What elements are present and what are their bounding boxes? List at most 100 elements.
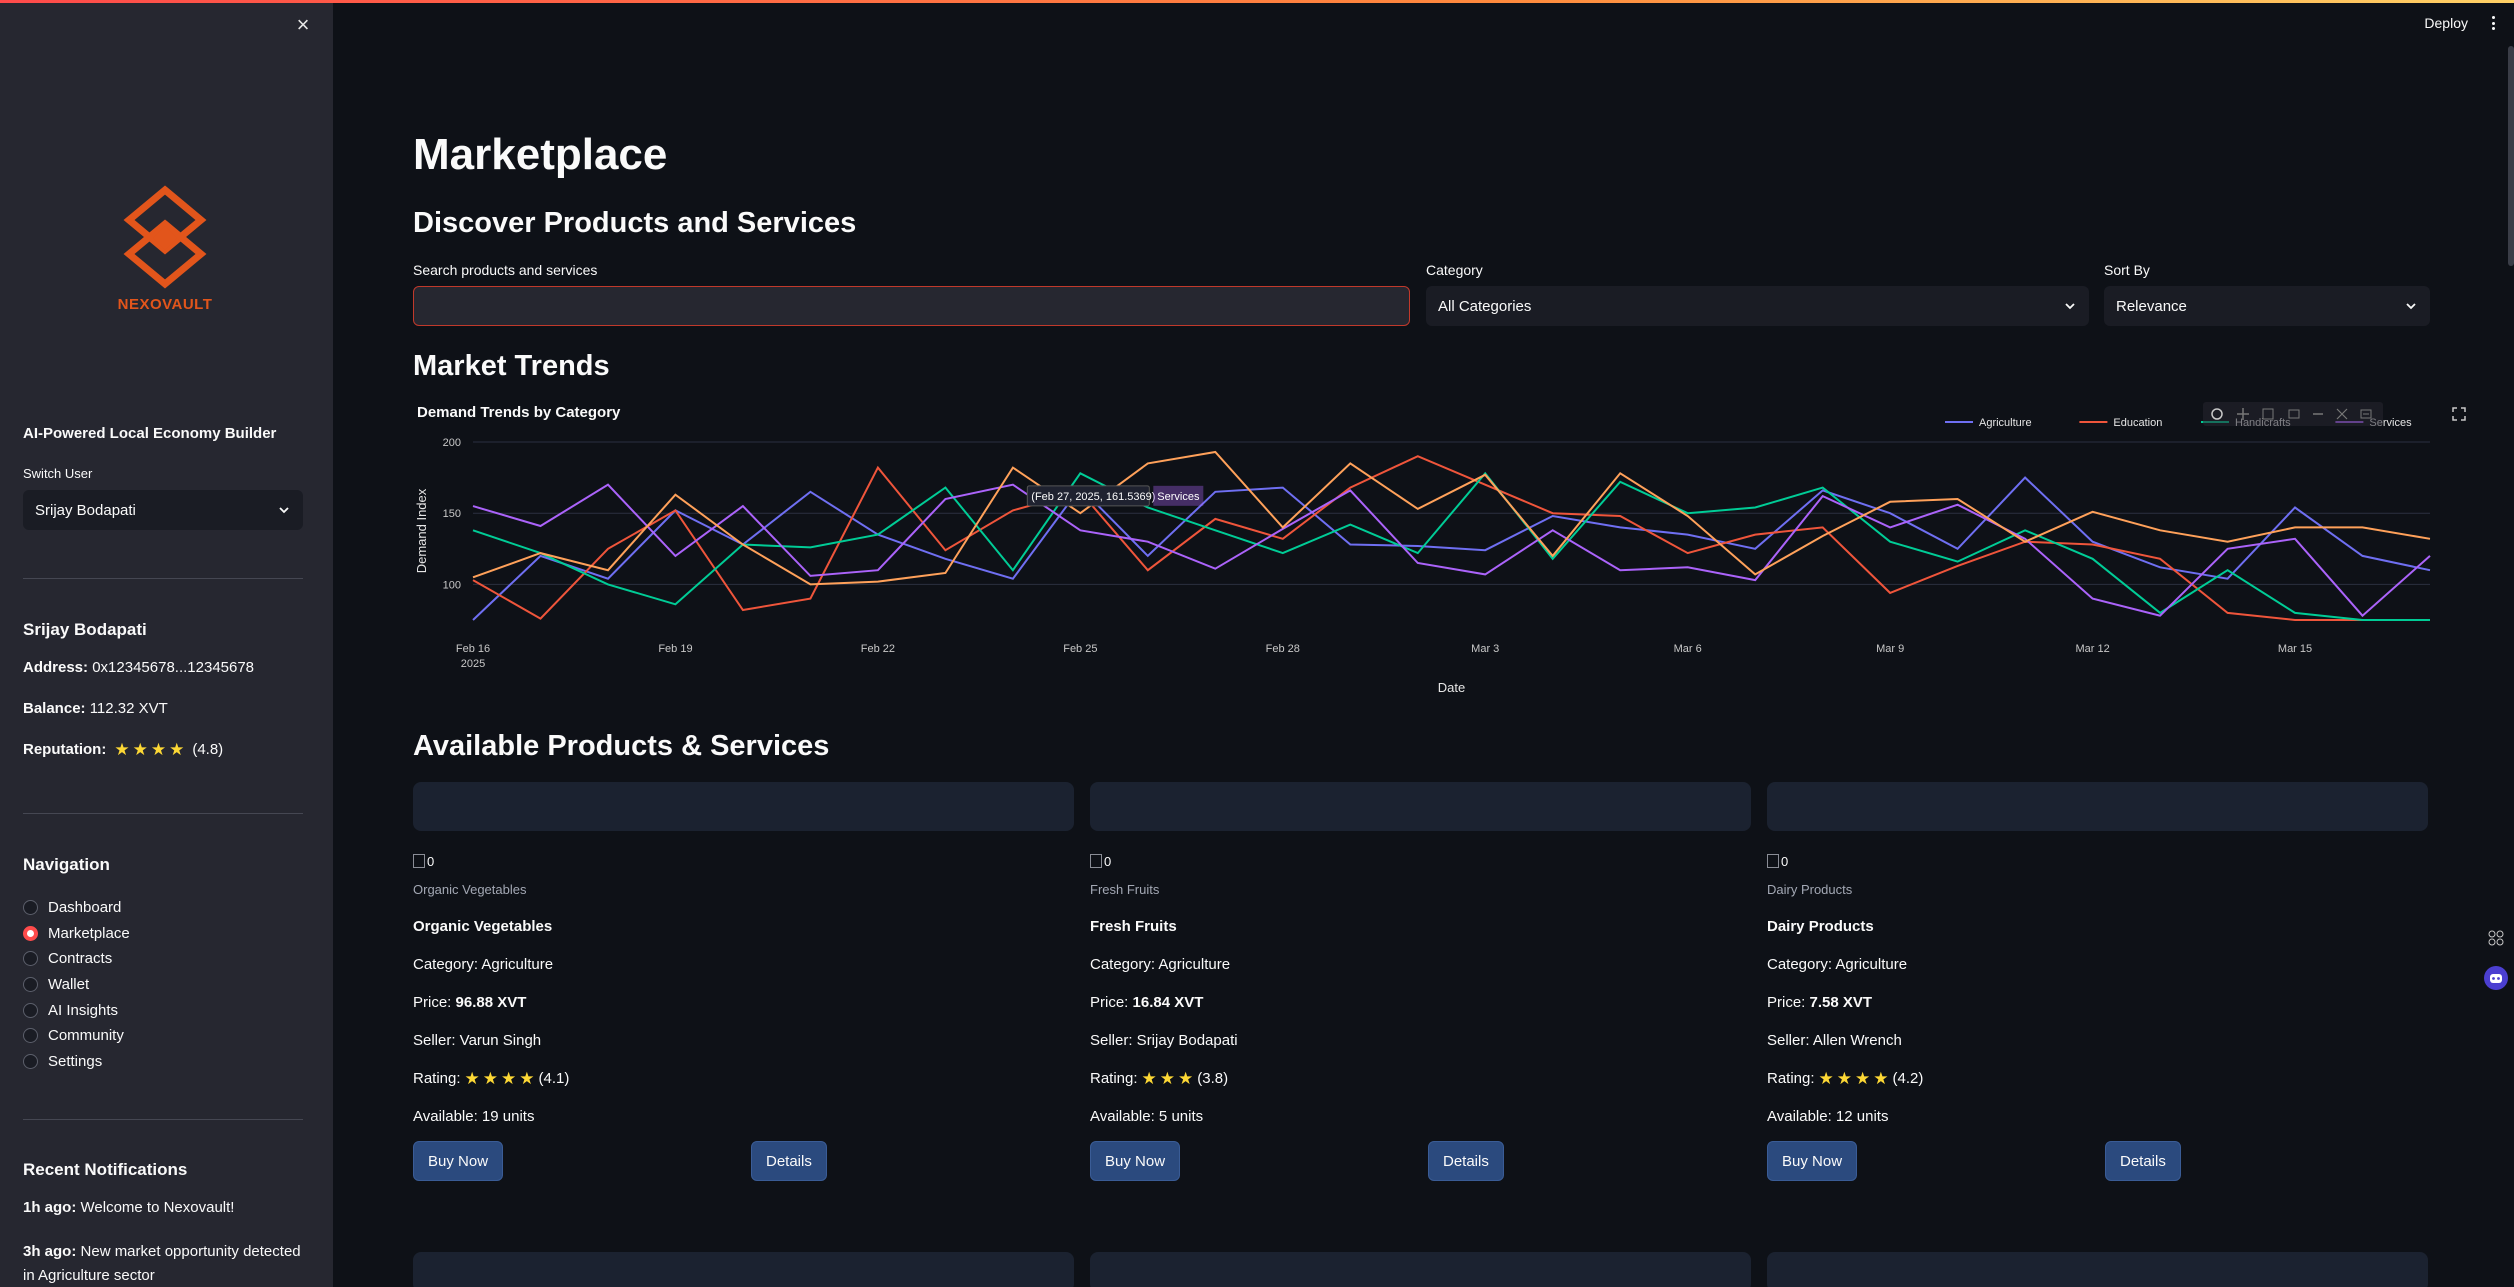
product-card: 0 Fresh Fruits Fresh Fruits Category: Agric…: [1090, 852, 1751, 1181]
profile-reputation: Reputation: ★ ★ ★ ★ (4.8): [23, 740, 224, 759]
nav-item-community[interactable]: Community: [23, 1023, 303, 1049]
notification-item: 1h ago: Welcome to Nexovault!: [23, 1199, 235, 1216]
buy-now-button[interactable]: Buy Now: [1090, 1141, 1181, 1181]
nav-item-wallet[interactable]: Wallet: [23, 972, 303, 998]
zoom-in-icon[interactable]: [2288, 409, 2300, 419]
nav-item-label: Contracts: [48, 950, 113, 968]
x-tick-label: Mar 6: [1674, 643, 1702, 655]
hover-tooltip-box: [1026, 485, 1150, 507]
switch-user-select[interactable]: Srijay Bodapati: [23, 490, 303, 530]
search-input[interactable]: [413, 286, 1410, 326]
divider: [23, 1119, 303, 1120]
star-icon: ★: [501, 1069, 517, 1088]
notification-item: 3h ago: New market opportunity detected …: [23, 1243, 301, 1284]
radio-icon[interactable]: [23, 951, 38, 967]
product-category: Category: Agriculture: [1767, 956, 1908, 973]
app-logo: NEXOVAULT: [110, 184, 220, 313]
discover-heading: Discover Products and Services: [413, 207, 857, 239]
product-rating: Rating: ★ ★ ★ ★ (4.1): [413, 1069, 570, 1088]
navigation-title: Navigation: [23, 855, 110, 874]
star-icon: ★: [482, 1069, 499, 1088]
product-card-header: [1767, 1252, 2428, 1287]
x-tick-label: Mar 15: [2278, 643, 2312, 655]
radio-icon[interactable]: [23, 1028, 38, 1044]
select-box-icon[interactable]: [2262, 408, 2274, 420]
main-menu-icon[interactable]: [2486, 13, 2500, 33]
chart-svg[interactable]: 100 150 200 Feb 16 2025 Feb 19 Feb 22 Feb 25 Feb…: [413, 400, 2433, 700]
star-icon: ★: [132, 740, 148, 759]
nav-item-label: AI Insights: [48, 1001, 119, 1019]
x-tick-label: Mar 12: [2075, 643, 2109, 655]
deploy-button[interactable]: Deploy: [2424, 15, 2468, 31]
autoscale-icon[interactable]: [2336, 408, 2348, 420]
assistant-bot-icon[interactable]: [2478, 960, 2514, 996]
series-line-education: [472, 455, 2430, 621]
radio-icon[interactable]: [23, 1002, 38, 1018]
rating-stars: ★ ★ ★ ★: [1819, 1070, 1889, 1087]
switch-user-label: Switch User: [23, 466, 93, 481]
x-tick-label: Feb 19: [658, 643, 692, 655]
product-card: 0 Dairy Products Dairy Products Category: A…: [1767, 852, 2428, 1181]
star-icon: ★: [169, 740, 185, 759]
product-seller: Seller: Varun Singh: [413, 1032, 542, 1049]
profile-address: Address: 0x12345678...12345678: [23, 659, 255, 676]
chart-modebar[interactable]: [2203, 402, 2383, 426]
nav-item-settings[interactable]: Settings: [23, 1049, 303, 1075]
product-image-caption: Organic Vegetables: [413, 882, 527, 897]
reset-axes-icon[interactable]: [2360, 409, 2372, 419]
nav-item-label: Community: [48, 1027, 124, 1045]
buy-now-button[interactable]: Buy Now: [413, 1141, 504, 1181]
star-icon: ★: [150, 740, 167, 759]
category-label: Category: [1426, 262, 1483, 278]
radio-icon[interactable]: [23, 1053, 38, 1069]
star-icon: ★: [1159, 1069, 1176, 1088]
radio-icon[interactable]: [23, 925, 38, 941]
divider: [23, 813, 303, 814]
nav-item-dashboard[interactable]: Dashboard: [23, 895, 303, 921]
product-price: Price: 96.88 XVT: [413, 994, 527, 1011]
product-price: Price: 7.58 XVT: [1767, 994, 1873, 1011]
product-category: Category: Agriculture: [413, 956, 554, 973]
nav-item-label: Settings: [48, 1052, 103, 1070]
star-icon: ★: [464, 1069, 480, 1088]
series-line-services: [472, 483, 2431, 618]
nav-item-ai-insights[interactable]: AI Insights: [23, 997, 303, 1023]
products-heading: Available Products & Services: [413, 730, 830, 762]
pan-icon[interactable]: [2237, 408, 2249, 420]
product-name: Dairy Products: [1767, 918, 1874, 935]
nav-item-contracts[interactable]: Contracts: [23, 946, 303, 972]
product-card-header: [413, 782, 1074, 831]
close-sidebar-icon[interactable]: ×: [296, 12, 310, 37]
market-trends-heading: Market Trends: [413, 350, 610, 382]
sort-select[interactable]: Relevance: [2104, 286, 2430, 326]
page-scrollbar[interactable]: [2508, 46, 2514, 266]
rating-stars: ★ ★ ★: [1142, 1070, 1194, 1087]
star-icon: ★: [1178, 1069, 1194, 1088]
notifications-title: Recent Notifications: [23, 1160, 188, 1179]
profile-balance: Balance: 112.32 XVT: [23, 700, 168, 717]
details-button[interactable]: Details: [1428, 1141, 1504, 1181]
y-axis-label: Demand Index: [414, 488, 429, 573]
product-availability: Available: 19 units: [413, 1108, 535, 1125]
details-button[interactable]: Details: [2105, 1141, 2181, 1181]
hover-tooltip-series: Services: [1157, 491, 1200, 503]
category-select[interactable]: All Categories: [1426, 286, 2089, 326]
category-value: All Categories: [1438, 297, 1532, 315]
broken-image-icon: [413, 854, 425, 868]
product-seller: Seller: Srijay Bodapati: [1090, 1032, 1238, 1049]
product-image-caption: Fresh Fruits: [1090, 882, 1160, 897]
details-button[interactable]: Details: [751, 1141, 827, 1181]
nav-item-label: Dashboard: [48, 899, 122, 917]
demand-trends-chart[interactable]: Demand Trends by Category 100 150 200 Feb 1…: [413, 400, 2466, 700]
radio-icon[interactable]: [23, 977, 38, 993]
x-tick-label: Feb 25: [1063, 643, 1097, 655]
star-icon: ★: [1818, 1069, 1834, 1088]
apps-icon[interactable]: [2478, 920, 2514, 956]
fullscreen-icon[interactable]: [2451, 406, 2467, 422]
divider: [23, 578, 303, 579]
buy-now-button[interactable]: Buy Now: [1767, 1141, 1858, 1181]
radio-icon[interactable]: [23, 900, 38, 916]
star-icon: ★: [1836, 1069, 1853, 1088]
nav-item-marketplace[interactable]: Marketplace: [23, 921, 303, 947]
zoom-icon[interactable]: [2211, 408, 2223, 420]
